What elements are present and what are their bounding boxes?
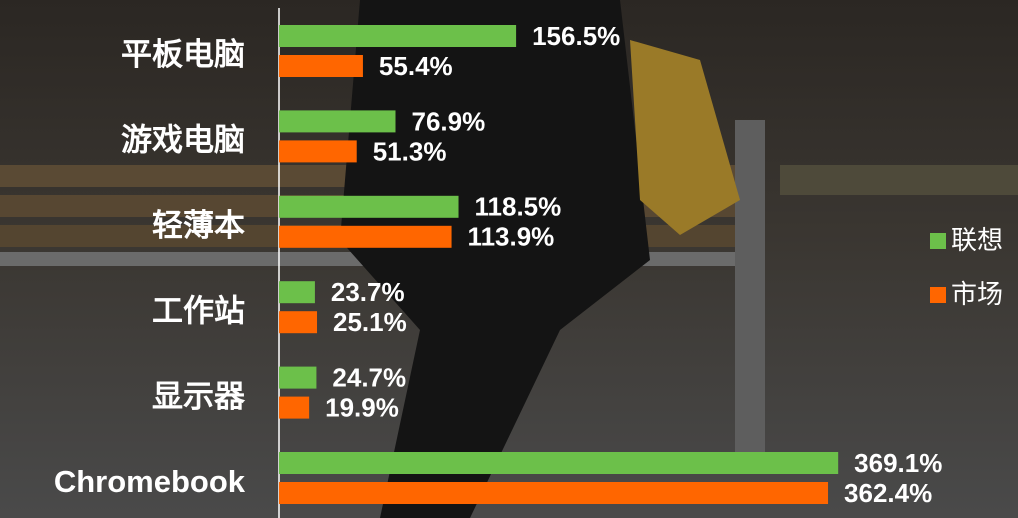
value-label: 369.1% xyxy=(854,448,942,478)
value-label: 19.9% xyxy=(325,392,399,422)
bar xyxy=(279,452,839,474)
category-label: 工作站 xyxy=(152,293,245,328)
value-label: 23.7% xyxy=(331,277,405,307)
value-label: 51.3% xyxy=(373,136,447,166)
category-label: Chromebook xyxy=(54,464,246,499)
value-label: 362.4% xyxy=(844,478,932,508)
legend-label: 联想 xyxy=(951,225,1003,255)
category-label: 显示器 xyxy=(152,379,246,414)
value-label: 55.4% xyxy=(379,51,453,81)
person-silhouette xyxy=(340,0,650,518)
platform-stripe xyxy=(780,165,1018,195)
value-label: 76.9% xyxy=(412,106,486,136)
category-label: 轻薄本 xyxy=(152,208,245,243)
bar xyxy=(279,396,310,419)
category-label: 游戏电脑 xyxy=(121,123,245,158)
bar xyxy=(279,311,318,334)
bar xyxy=(279,482,829,504)
value-label: 118.5% xyxy=(475,192,562,222)
category-label: 平板电脑 xyxy=(121,37,245,72)
bar xyxy=(279,140,357,163)
bar xyxy=(279,225,452,248)
bar xyxy=(279,25,517,47)
bar xyxy=(279,195,459,218)
value-label: 24.7% xyxy=(332,362,406,392)
bar xyxy=(279,55,363,77)
legend-label: 市场 xyxy=(951,279,1003,309)
value-label: 113.9% xyxy=(468,222,555,252)
legend-swatch xyxy=(930,233,946,249)
bench-leg xyxy=(735,120,765,460)
value-label: 156.5% xyxy=(532,21,620,51)
value-label: 25.1% xyxy=(333,307,407,337)
bag xyxy=(630,40,740,235)
bar xyxy=(279,366,317,389)
legend-swatch xyxy=(930,287,946,303)
bar xyxy=(279,110,396,133)
bar xyxy=(279,281,315,304)
